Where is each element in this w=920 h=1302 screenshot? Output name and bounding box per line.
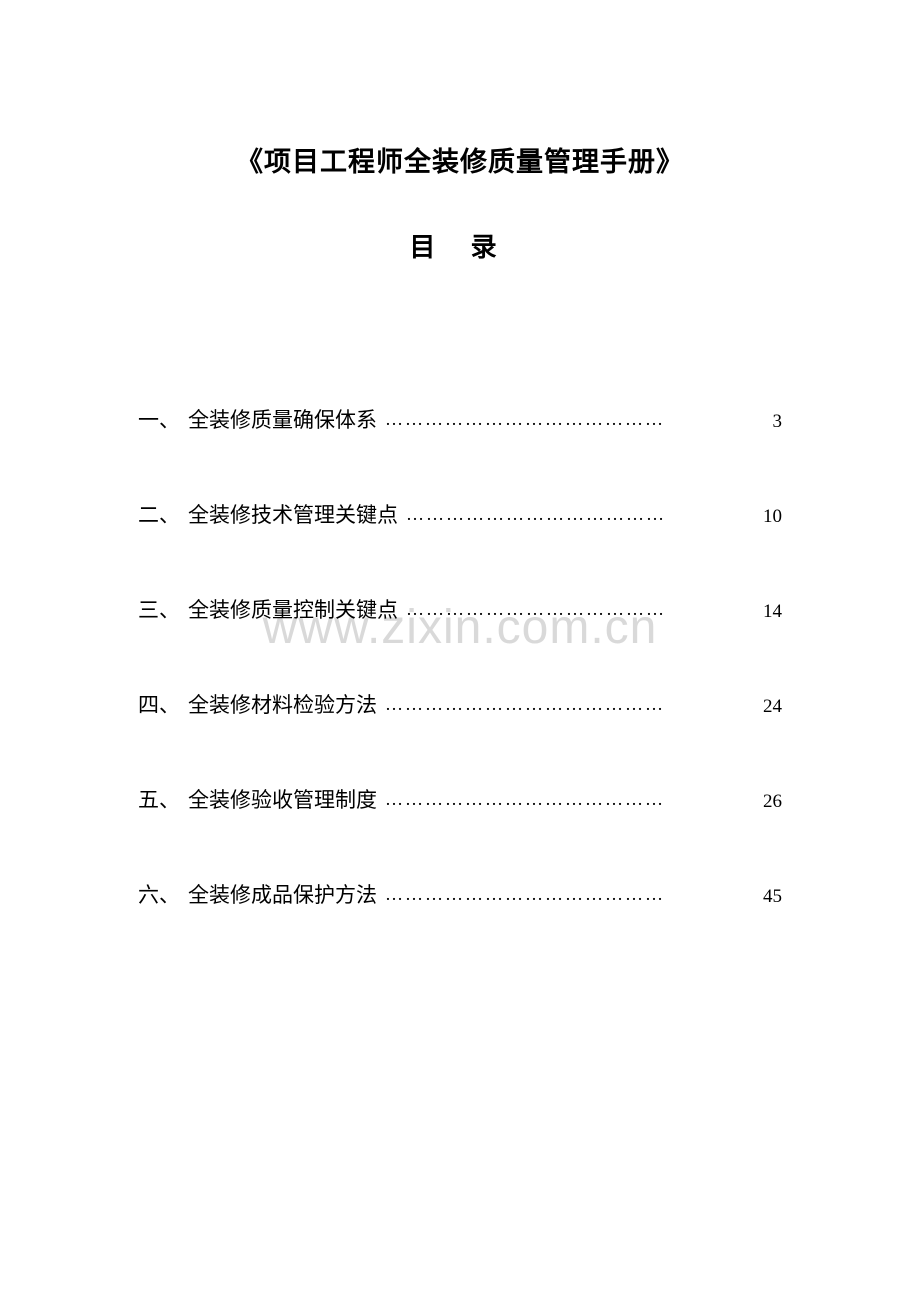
toc-item-dots: ……………………………………: [377, 694, 752, 715]
toc-item-page: 3: [752, 411, 782, 433]
toc-item-text: 全装修验收管理制度: [188, 784, 377, 814]
document-title: 《项目工程师全装修质量管理手册》: [138, 140, 782, 179]
toc-item-dots: …………………………………: [398, 504, 752, 525]
toc-item: 五、 全装修验收管理制度 …………………………………… 26: [138, 784, 782, 814]
toc-item-number: 三、: [138, 594, 188, 624]
toc-item-number: 六、: [138, 879, 188, 909]
toc-item: 六、 全装修成品保护方法 …………………………………… 45: [138, 879, 782, 909]
toc-item-text: 全装修技术管理关键点: [188, 499, 398, 529]
toc-item: 二、 全装修技术管理关键点 ………………………………… 10: [138, 499, 782, 529]
toc-item-page: 10: [752, 506, 782, 528]
toc-item-number: 五、: [138, 784, 188, 814]
toc-item-text: 全装修成品保护方法: [188, 879, 377, 909]
toc-item-text: 全装修质量确保体系: [188, 404, 377, 434]
toc-heading: 目 录: [138, 227, 782, 264]
toc-item: 一、 全装修质量确保体系 …………………………………… 3: [138, 404, 782, 434]
toc-item-number: 二、: [138, 499, 188, 529]
toc-item-number: 四、: [138, 689, 188, 719]
toc-list: 一、 全装修质量确保体系 …………………………………… 3 二、 全装修技术管理…: [138, 404, 782, 909]
toc-item-number: 一、: [138, 404, 188, 434]
toc-item-page: 45: [752, 886, 782, 908]
toc-item-text: 全装修材料检验方法: [188, 689, 377, 719]
toc-item: 三、 全装修质量控制关键点 ………………………………… 14: [138, 594, 782, 624]
toc-item-text: 全装修质量控制关键点: [188, 594, 398, 624]
page-container: 《项目工程师全装修质量管理手册》 目 录 一、 全装修质量确保体系 …………………: [0, 0, 920, 909]
toc-item-page: 24: [752, 696, 782, 718]
toc-item-dots: ……………………………………: [377, 409, 752, 430]
toc-item-dots: ……………………………………: [377, 884, 752, 905]
toc-item-dots: …………………………………: [398, 599, 752, 620]
toc-item-dots: ……………………………………: [377, 789, 752, 810]
toc-item: 四、 全装修材料检验方法 …………………………………… 24: [138, 689, 782, 719]
toc-item-page: 14: [752, 601, 782, 623]
toc-item-page: 26: [752, 791, 782, 813]
